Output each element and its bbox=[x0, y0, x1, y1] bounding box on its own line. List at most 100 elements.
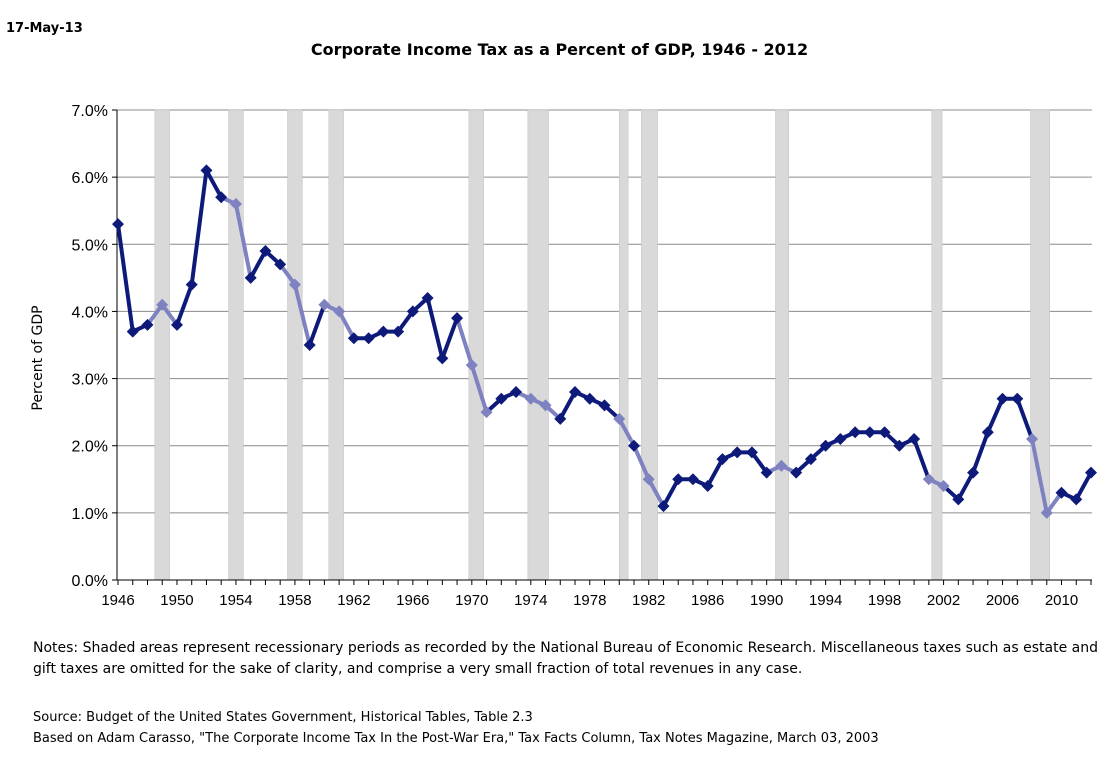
series-segment bbox=[204, 168, 224, 200]
data-point bbox=[849, 426, 862, 439]
data-point bbox=[274, 258, 287, 271]
x-tick-label: 2006 bbox=[986, 592, 1019, 609]
y-tick-label: 6.0% bbox=[72, 170, 108, 187]
x-tick-label: 1970 bbox=[455, 592, 488, 609]
data-point bbox=[436, 352, 449, 365]
series-segment bbox=[189, 168, 209, 287]
data-point bbox=[288, 278, 301, 291]
chart-area: 0.0% 1.0% 2.0% 3.0% 4.0% 5.0% 6.0% 7.0% 1946 1950… bbox=[72, 103, 1097, 609]
data-point bbox=[937, 480, 950, 492]
data-point bbox=[554, 412, 567, 425]
data-point bbox=[893, 439, 906, 452]
data-point bbox=[672, 473, 685, 486]
series-segment bbox=[1015, 396, 1035, 441]
series-segment bbox=[1074, 470, 1093, 502]
series-segment bbox=[233, 202, 253, 280]
y-tick-label: 2.0% bbox=[72, 439, 108, 456]
data-point bbox=[244, 271, 257, 284]
data-point bbox=[642, 473, 655, 486]
x-tick-label: 1982 bbox=[632, 592, 665, 609]
data-point bbox=[598, 399, 611, 412]
series-segment bbox=[985, 396, 1005, 435]
data-point bbox=[804, 453, 817, 466]
data-point bbox=[112, 218, 124, 231]
x-tick-label: 1958 bbox=[278, 592, 311, 609]
y-tick-label: 4.0% bbox=[72, 304, 108, 321]
data-point bbox=[701, 480, 714, 492]
x-tick-label: 1986 bbox=[691, 592, 724, 609]
series-segment bbox=[705, 457, 725, 488]
x-tick-label: 1978 bbox=[573, 592, 606, 609]
recession-band bbox=[618, 109, 629, 581]
series-segment bbox=[912, 437, 931, 482]
data-point bbox=[922, 473, 935, 486]
data-point bbox=[863, 426, 876, 439]
x-tick-label: 2002 bbox=[927, 592, 960, 609]
data-point bbox=[1085, 466, 1097, 479]
series-segment bbox=[631, 443, 651, 482]
data-point bbox=[539, 399, 552, 412]
y-tick-label: 3.0% bbox=[72, 372, 108, 389]
data-point bbox=[392, 325, 405, 338]
recession-band bbox=[641, 109, 658, 581]
data-point bbox=[996, 392, 1009, 405]
y-tick-label: 0.0% bbox=[72, 573, 108, 590]
data-point bbox=[347, 332, 360, 345]
data-point bbox=[952, 493, 965, 506]
data-point bbox=[760, 466, 773, 479]
series-segment bbox=[174, 282, 194, 327]
date-stamp: 17-May-13 bbox=[6, 21, 83, 36]
data-point bbox=[480, 406, 493, 419]
data-point bbox=[967, 466, 980, 479]
data-point bbox=[819, 439, 832, 452]
data-point bbox=[775, 459, 788, 472]
data-point bbox=[878, 426, 891, 439]
data-point bbox=[303, 339, 316, 351]
data-point bbox=[185, 278, 198, 291]
series-segment bbox=[292, 282, 312, 347]
data-point bbox=[657, 500, 670, 513]
series-segment bbox=[248, 249, 268, 280]
x-tick-label: 1990 bbox=[750, 592, 783, 609]
data-point bbox=[716, 453, 729, 466]
data-point bbox=[613, 412, 626, 425]
y-tick-label: 7.0% bbox=[72, 103, 108, 120]
data-point bbox=[362, 332, 375, 345]
series-segment bbox=[307, 302, 327, 347]
series-segment bbox=[558, 390, 578, 421]
data-point bbox=[583, 392, 596, 405]
data-point bbox=[510, 386, 523, 398]
series-segment bbox=[956, 470, 976, 502]
series-segment bbox=[337, 309, 356, 341]
data-point bbox=[790, 466, 803, 479]
recession-band bbox=[287, 109, 303, 581]
x-tick-label: 1962 bbox=[337, 592, 370, 609]
data-point bbox=[170, 318, 183, 331]
series-segment bbox=[971, 430, 990, 475]
series-segment bbox=[617, 416, 636, 448]
recession-band bbox=[228, 109, 244, 581]
data-point bbox=[1026, 433, 1039, 445]
chart-source: Source: Budget of the United States Gove… bbox=[33, 707, 879, 749]
data-point bbox=[627, 439, 640, 452]
data-point bbox=[406, 305, 419, 318]
data-point bbox=[333, 305, 346, 318]
chart-title: Corporate Income Tax as a Percent of GDP… bbox=[310, 40, 809, 59]
data-point bbox=[745, 446, 758, 459]
x-tick-label: 1974 bbox=[514, 592, 547, 609]
x-tick-label: 1966 bbox=[396, 592, 429, 609]
recession-band bbox=[154, 109, 170, 581]
data-point bbox=[731, 446, 744, 459]
y-tick-label: 1.0% bbox=[72, 506, 108, 523]
series-segment bbox=[469, 363, 489, 415]
chart-notes: Notes: Shaded areas represent recessiona… bbox=[33, 640, 1098, 677]
data-point bbox=[215, 191, 228, 204]
series-segment bbox=[1030, 437, 1049, 515]
data-point bbox=[200, 164, 213, 177]
x-tick-label: 2010 bbox=[1045, 592, 1078, 609]
series-segment bbox=[425, 296, 445, 361]
x-tick-label: 1950 bbox=[160, 592, 193, 609]
series-segment bbox=[661, 477, 681, 509]
y-tick-label: 5.0% bbox=[72, 237, 108, 254]
x-tick-label: 1994 bbox=[809, 592, 842, 609]
